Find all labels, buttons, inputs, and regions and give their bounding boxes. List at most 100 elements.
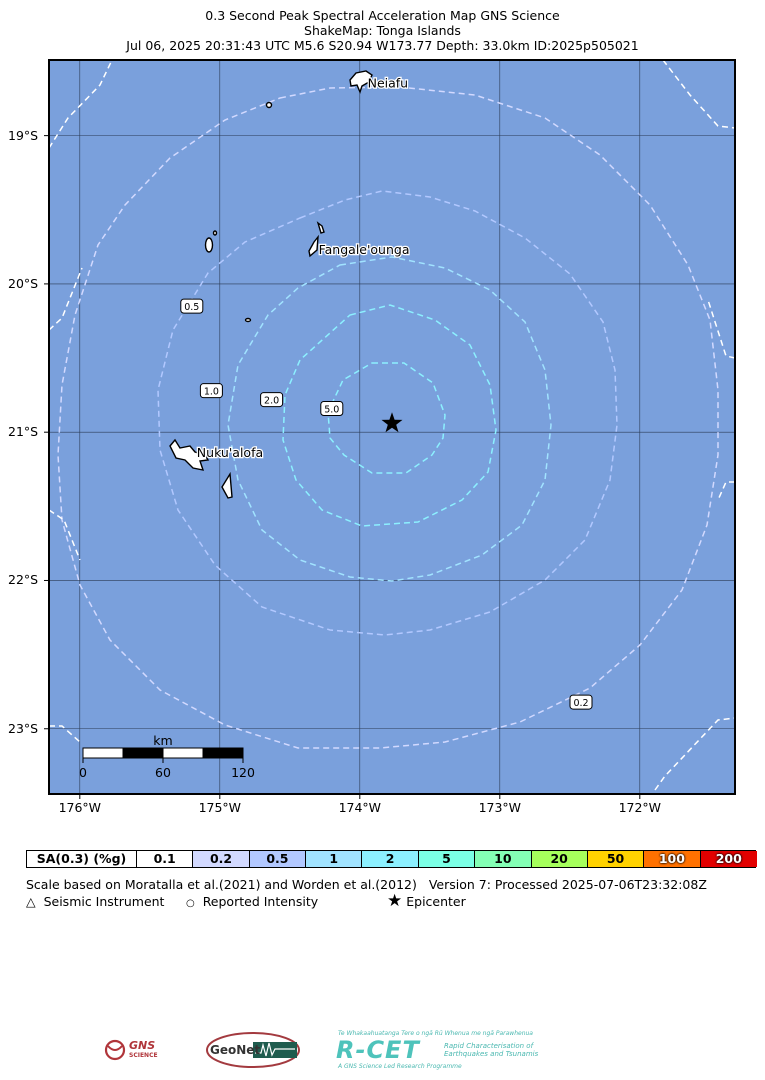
lat-label: 22°S <box>8 572 39 588</box>
rcet-wordmark: R-CET <box>336 1036 420 1064</box>
lat-label: 19°S <box>8 127 39 143</box>
legend-bin-0.1: 0.1 <box>137 851 194 867</box>
key-epicenter-label: Epicenter <box>406 894 466 909</box>
contour-label-4: 0.2 <box>569 694 593 710</box>
contour-label-text: 2.0 <box>264 396 279 407</box>
gns-wordmark: GNS <box>129 1039 156 1052</box>
intensity-legend: SA(0.3) (%g) 0.1 0.2 0.5 1 2 5 10 20 50 100 200 <box>26 850 757 868</box>
legend-bin-10: 10 <box>475 851 532 867</box>
lon-label: 174°W <box>338 800 382 815</box>
gns-logo: GNS SCIENCE <box>102 1038 162 1064</box>
contour-label-0: 0.5 <box>180 298 204 314</box>
version-info: Version 7: Processed 2025-07-06T23:32:08… <box>428 877 707 892</box>
geonet-logo: GeoNet <box>205 1031 301 1069</box>
event-details: Jul 06, 2025 20:31:43 UTC M5.6 S20.94 W1… <box>126 38 639 53</box>
gns-emblem-icon <box>104 1039 126 1061</box>
contour-label-1: 1.0 <box>199 383 223 399</box>
legend-bin-1: 1 <box>306 851 363 867</box>
contour-0.1-nw <box>49 60 113 149</box>
lat-label: 21°S <box>8 424 39 440</box>
island-haapai-2 <box>308 234 319 258</box>
contour-label-text: 0.5 <box>184 302 199 313</box>
rcet-tagline: Te Whakaahuatanga Tere o ngā Rū Whenua m… <box>338 1030 533 1037</box>
key-intensity-label: Reported Intensity <box>202 894 319 909</box>
legend-bin-200: 200 <box>700 851 757 867</box>
place-label-1: Fangale'ounga <box>319 242 410 257</box>
legend-bin-100: 100 <box>644 851 701 867</box>
place-label-0: Neiafu <box>368 76 409 91</box>
island-haapai-1 <box>316 221 325 234</box>
island-small-south <box>244 317 252 323</box>
contour-label-2: 2.0 <box>260 392 284 408</box>
star-icon: ★ <box>387 891 403 911</box>
legend-title: SA(0.3) (%g) <box>27 851 137 867</box>
contour-0.1-ne <box>662 60 735 129</box>
contour-0.1-e-lower <box>717 481 735 501</box>
map-subtitle: ShakeMap: Tonga Islands <box>304 23 461 38</box>
epicenter-layer <box>381 412 403 433</box>
key-intensity: ○ Reported Intensity <box>186 894 318 909</box>
legend-bin-0.2: 0.2 <box>193 851 250 867</box>
contour-label-text: 5.0 <box>324 404 339 415</box>
island-vavau <box>349 70 373 94</box>
island-tiny-north <box>265 101 273 109</box>
lat-label: 20°S <box>8 275 39 291</box>
place-labels: Neiafu Fangale'ounga Nuku'alofa <box>196 74 411 461</box>
contour-0.1-e-upper <box>707 299 735 359</box>
legend-bin-5: 5 <box>418 851 476 867</box>
lon-label: 173°W <box>478 800 522 815</box>
lon-label: 175°W <box>198 800 242 815</box>
contour-label-3: 5.0 <box>320 400 344 416</box>
contour-0.1-sw <box>49 725 81 743</box>
contour-label-box <box>320 400 344 416</box>
island-haapai-dot <box>212 230 218 236</box>
contour-label-box <box>569 694 593 710</box>
scale-note: Scale based on Moratalla et al.(2021) an… <box>26 877 707 892</box>
geonet-swoosh-icon <box>206 1032 300 1068</box>
key-instrument: △ Seismic Instrument <box>26 894 164 909</box>
rcet-desc-line1: Rapid Characterisation of <box>444 1042 534 1050</box>
shakemap-figure: Neiafu Fangale'ounga Nuku'alofa 0.5 1.0 2.0 5… <box>44 59 736 799</box>
map-frame <box>48 59 736 795</box>
contour-2 <box>282 304 497 527</box>
contour-0.1-w-upper <box>49 267 83 331</box>
contour-label-box <box>199 383 223 399</box>
contour-0.2 <box>57 86 719 749</box>
scale-bar: km 0 60 120 <box>79 733 255 780</box>
lon-label: 176°W <box>58 800 102 815</box>
islands <box>169 70 373 499</box>
scale-reference: Scale based on Moratalla et al.(2021) an… <box>26 877 417 892</box>
rcet-logo: Te Whakaahuatanga Tere o ngā Rū Whenua m… <box>336 1030 551 1072</box>
scale-label-0: 0 <box>79 765 87 780</box>
contour-labels: 0.5 1.0 2.0 5.0 0.2 <box>180 298 593 710</box>
lon-label: 172°W <box>618 800 662 815</box>
island-haapai-west <box>204 237 214 253</box>
key-epicenter: ★ Epicenter <box>387 891 466 911</box>
rcet-description: Rapid Characterisation of Earthquakes an… <box>444 1042 538 1058</box>
axis-ticks <box>44 135 641 799</box>
legend-bin-0.5: 0.5 <box>249 851 307 867</box>
map-title: 0.3 Second Peak Spectral Acceleration Ma… <box>205 8 560 23</box>
geonet-wordmark: GeoNet <box>210 1043 261 1057</box>
island-tongatapu <box>169 438 210 471</box>
legend-bin-50: 50 <box>587 851 645 867</box>
rcet-programme: A GNS Science Led Research Programme <box>338 1063 462 1070</box>
key-instrument-label: Seismic Instrument <box>43 894 165 909</box>
place-label-2: Nuku'alofa <box>197 445 263 460</box>
contour-label-box <box>180 298 204 314</box>
contour-label-text: 1.0 <box>204 387 219 398</box>
epicenter-star-icon <box>381 412 403 433</box>
gns-subtitle: SCIENCE <box>129 1052 158 1059</box>
scale-label-120: 120 <box>231 765 255 780</box>
legend-bin-2: 2 <box>362 851 419 867</box>
legend-bin-20: 20 <box>531 851 588 867</box>
circle-icon: ○ <box>186 898 195 909</box>
rcet-desc-line2: Earthquakes and Tsunamis <box>444 1050 539 1058</box>
scale-unit: km <box>153 733 172 748</box>
triangle-icon: △ <box>26 894 36 909</box>
contour-0.5 <box>157 190 618 636</box>
contour-1 <box>227 256 552 582</box>
scale-label-60: 60 <box>155 765 171 780</box>
contour-label-text: 0.2 <box>573 698 588 709</box>
lat-label: 23°S <box>8 720 39 736</box>
